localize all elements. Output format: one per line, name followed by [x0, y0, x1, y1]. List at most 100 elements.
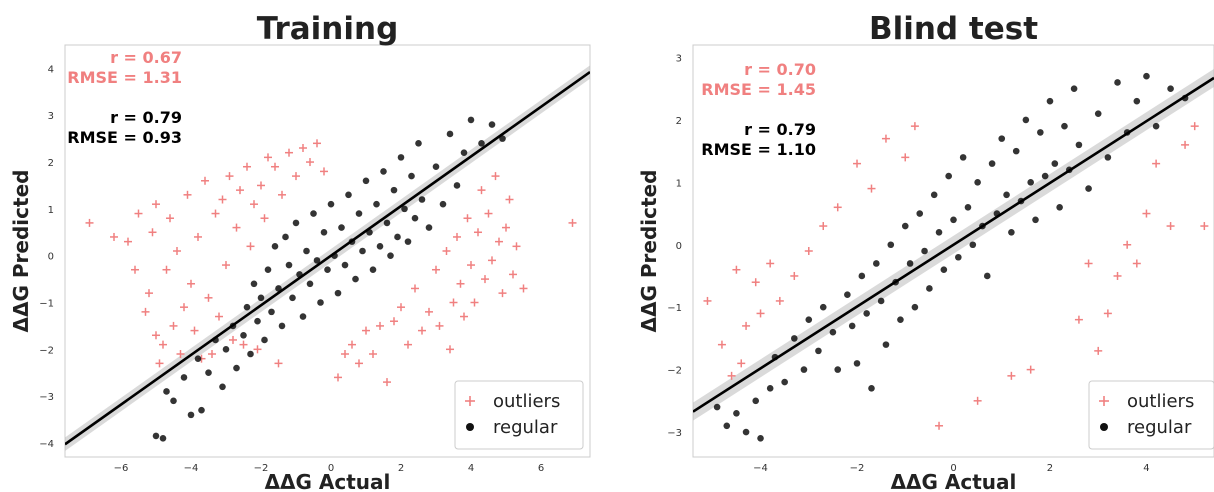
- outlier-point: [502, 223, 510, 232]
- outlier-point: [425, 307, 433, 316]
- regular-point: [964, 204, 972, 211]
- regular-point: [844, 291, 851, 298]
- outlier-point: [1152, 159, 1161, 168]
- regular-point: [1085, 185, 1092, 192]
- y-tick-label: −2: [667, 366, 682, 377]
- regular-point: [757, 434, 764, 442]
- outlier-point: [292, 172, 300, 181]
- regular-point: [1046, 97, 1054, 105]
- y-tick-label: 2: [676, 116, 682, 127]
- outlier-point: [460, 312, 468, 321]
- y-tick-label: −3: [667, 428, 682, 439]
- x-tick-label: 2: [1047, 463, 1053, 474]
- outlier-point: [218, 195, 227, 204]
- outlier-point: [110, 232, 118, 241]
- regular-point: [1143, 72, 1150, 80]
- stat-annotation: RMSE = 1.10: [701, 140, 816, 159]
- regular-point: [362, 177, 370, 185]
- outlier-point: [257, 181, 265, 190]
- regular-point: [916, 210, 924, 217]
- outlier-point: [232, 223, 241, 232]
- outlier-point: [867, 184, 876, 193]
- outlier-point: [166, 214, 174, 223]
- regular-point: [219, 383, 226, 391]
- regular-point: [303, 247, 310, 255]
- outlier-point: [215, 312, 223, 321]
- outlier-point: [881, 134, 890, 143]
- regular-point: [418, 196, 426, 203]
- outlier-point: [124, 237, 132, 246]
- regular-point: [345, 191, 352, 199]
- stat-annotation: RMSE = 1.45: [701, 80, 816, 99]
- series-outliers: [85, 139, 577, 387]
- regular-point: [1037, 129, 1044, 136]
- outlier-point: [453, 232, 461, 241]
- regular-point: [432, 163, 440, 171]
- outlier-point: [442, 247, 451, 255]
- regular-point: [1094, 110, 1102, 117]
- y-axis-label: ΔΔG Predicted: [9, 170, 33, 333]
- regular-point: [834, 366, 842, 373]
- x-tick-label: 6: [538, 463, 544, 474]
- outlier-point: [383, 378, 391, 387]
- regular-point: [930, 191, 938, 199]
- outlier-point: [910, 122, 919, 131]
- outlier-point: [152, 200, 160, 209]
- regular-point: [205, 369, 212, 377]
- outlier-point: [1181, 140, 1190, 149]
- regular-point: [1075, 141, 1083, 149]
- outlier-point: [362, 326, 370, 335]
- regular-point: [415, 140, 422, 147]
- regular-point: [467, 116, 475, 124]
- x-tick-label: −6: [114, 463, 129, 474]
- regular-point: [935, 228, 943, 236]
- outlier-point: [355, 359, 363, 368]
- regular-point: [488, 121, 496, 128]
- outlier-point: [509, 270, 517, 279]
- y-tick-label: 2: [48, 158, 54, 169]
- outlier-point: [1094, 346, 1103, 355]
- regular-point: [959, 154, 967, 161]
- regular-point: [1070, 85, 1078, 92]
- regular-point: [800, 366, 808, 373]
- regular-point: [723, 422, 731, 430]
- regular-point: [397, 154, 405, 161]
- regular-point: [1051, 160, 1059, 167]
- plot-content: [693, 68, 1214, 442]
- regular-point: [873, 260, 880, 267]
- x-tick-label: 0: [328, 463, 334, 474]
- regular-point: [380, 168, 387, 175]
- outlier-point: [833, 203, 842, 212]
- outlier-point: [299, 144, 307, 152]
- outlier-point: [470, 298, 479, 307]
- y-tick-label: −4: [39, 439, 54, 450]
- regular-point: [1152, 122, 1160, 130]
- outlier-point: [703, 296, 712, 305]
- regular-point: [292, 219, 300, 227]
- regular-point: [868, 385, 875, 392]
- regular-point: [198, 406, 205, 414]
- y-tick-label: 1: [48, 205, 54, 216]
- outlier-point: [390, 317, 398, 326]
- regular-point: [289, 294, 296, 302]
- regular-point: [974, 179, 981, 186]
- regular-point: [1022, 116, 1030, 124]
- regular-point: [359, 247, 366, 255]
- outlier-point: [901, 153, 910, 162]
- outlier-point: [134, 209, 143, 218]
- y-tick-label: 0: [48, 252, 54, 263]
- regular-point: [282, 233, 289, 241]
- outlier-point: [1200, 222, 1209, 231]
- regular-point: [1003, 191, 1010, 199]
- regular-point: [387, 252, 394, 259]
- x-axis-label: ΔΔG Actual: [265, 470, 391, 492]
- regular-point: [408, 172, 415, 180]
- regular-point: [180, 374, 188, 381]
- x-axis-label: ΔΔG Actual: [891, 470, 1017, 492]
- outlier-point: [253, 345, 262, 354]
- regular-point: [369, 266, 377, 274]
- regular-point: [233, 364, 240, 372]
- regular-point: [390, 186, 398, 194]
- regular-point: [324, 266, 331, 274]
- outlier-point: [935, 421, 944, 430]
